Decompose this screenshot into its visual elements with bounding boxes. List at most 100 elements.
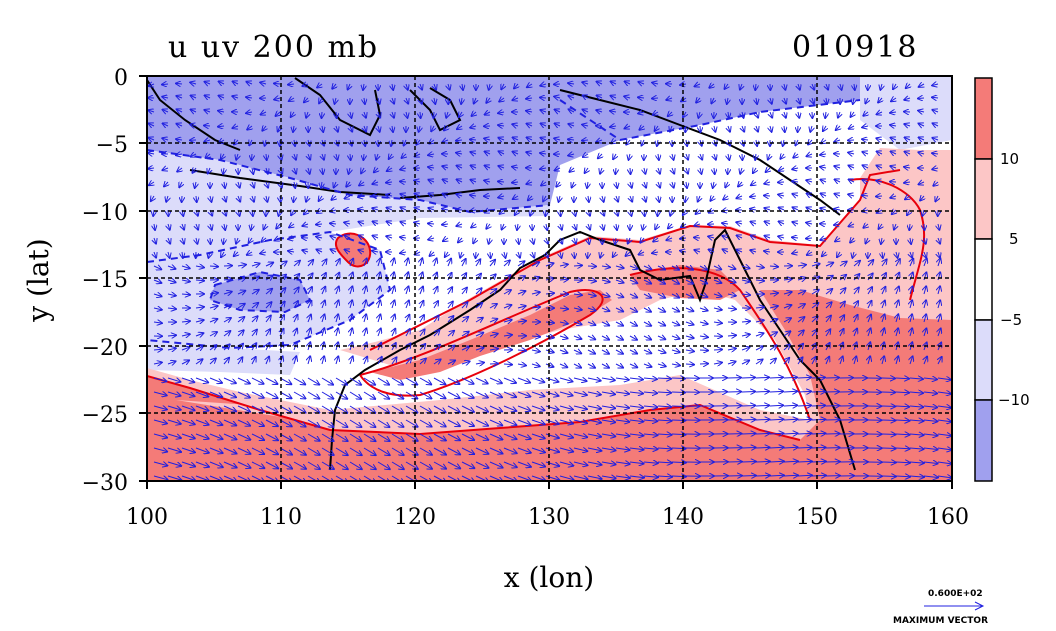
wind-vector — [848, 153, 855, 155]
wind-vector — [825, 111, 826, 118]
wind-vector — [820, 154, 827, 155]
wind-vector — [344, 222, 351, 224]
wind-vector — [741, 462, 756, 463]
wind-vector — [334, 182, 336, 188]
wind-vector — [181, 294, 190, 295]
wind-vector — [792, 237, 799, 238]
wind-vector — [359, 182, 364, 186]
wind-vector — [890, 166, 897, 168]
wind-vector — [167, 294, 176, 296]
wind-vector — [252, 153, 253, 160]
wind-vector — [182, 237, 184, 244]
wind-vector — [755, 461, 770, 462]
wind-vector — [891, 138, 897, 140]
wind-vector — [896, 259, 900, 267]
wind-vector — [252, 167, 253, 174]
wind-vector — [820, 238, 827, 240]
wind-vector — [863, 112, 868, 116]
wind-vector — [364, 300, 366, 309]
wind-vector — [322, 259, 327, 267]
wind-vector — [167, 266, 176, 269]
wind-vector — [755, 83, 756, 90]
wind-vector — [501, 84, 504, 89]
wind-vector — [276, 224, 280, 229]
wind-vector — [208, 168, 210, 174]
x-tick-160: 160 — [927, 505, 969, 530]
wind-vector — [372, 251, 379, 252]
wind-vector — [626, 252, 631, 256]
wind-vector — [559, 279, 568, 280]
wind-vector — [332, 84, 336, 89]
wind-vector — [498, 125, 505, 126]
wind-vector — [224, 223, 225, 230]
wind-vector — [882, 287, 885, 295]
x-tick-140: 140 — [662, 505, 704, 530]
wind-vector — [694, 224, 701, 226]
wind-vector — [446, 111, 448, 118]
colorbar-weak-negative — [974, 319, 993, 401]
wind-vector — [434, 83, 436, 90]
wind-vector — [797, 405, 811, 406]
wind-vector — [249, 140, 252, 145]
wind-vector — [750, 250, 757, 252]
wind-vector — [849, 126, 854, 129]
wind-vector — [374, 168, 378, 172]
wind-vector — [935, 196, 938, 201]
wind-vector — [196, 237, 197, 244]
wind-vector — [810, 125, 812, 132]
wind-vector — [835, 179, 840, 182]
wind-vector — [910, 251, 912, 258]
wind-vector — [628, 238, 630, 244]
wind-vector — [658, 195, 659, 202]
wind-vector — [685, 280, 693, 284]
wind-vector — [515, 210, 518, 215]
wind-vector — [755, 419, 769, 420]
wind-vector — [546, 223, 547, 230]
wind-vector — [893, 84, 896, 89]
wind-vector — [162, 97, 169, 98]
wind-vector — [756, 111, 758, 118]
wind-vector — [598, 154, 602, 158]
wind-vector — [419, 125, 420, 132]
wind-vector — [457, 179, 462, 182]
wind-vector — [769, 461, 784, 462]
wind-vector — [643, 294, 651, 298]
wind-vector — [443, 179, 448, 182]
wind-vector — [657, 280, 665, 284]
wind-vector — [932, 110, 939, 112]
wind-vector — [755, 433, 770, 434]
wind-vector — [881, 476, 896, 477]
wind-vector — [904, 182, 911, 183]
wind-vector — [924, 259, 927, 267]
wind-vector — [905, 137, 910, 140]
wind-vector — [470, 126, 477, 128]
wind-vector — [319, 98, 322, 103]
wind-vector — [541, 138, 547, 140]
wind-vector — [223, 167, 224, 174]
wind-vector — [176, 83, 183, 84]
wind-vector — [792, 222, 799, 224]
wind-vector — [711, 98, 714, 103]
wind-vector — [714, 167, 715, 174]
wind-vector — [686, 153, 688, 160]
wind-vector — [265, 139, 266, 146]
wind-vector — [485, 210, 490, 213]
wind-vector — [420, 287, 423, 295]
wind-vector — [336, 259, 340, 267]
wind-vector — [260, 252, 267, 254]
wind-vector — [658, 167, 660, 174]
wind-vector — [797, 461, 812, 462]
wind-vector — [182, 251, 183, 258]
wind-vector — [428, 223, 435, 224]
wind-vector — [294, 181, 295, 188]
wind-vector — [672, 181, 674, 188]
wind-vector — [624, 96, 631, 98]
wind-vector — [288, 84, 295, 85]
wind-vector — [848, 194, 855, 196]
wind-vector — [727, 335, 736, 336]
wind-vector — [288, 238, 295, 239]
wind-vector — [629, 280, 637, 283]
wind-vector — [294, 167, 296, 174]
wind-vector — [657, 294, 665, 298]
wind-vector — [490, 251, 491, 258]
